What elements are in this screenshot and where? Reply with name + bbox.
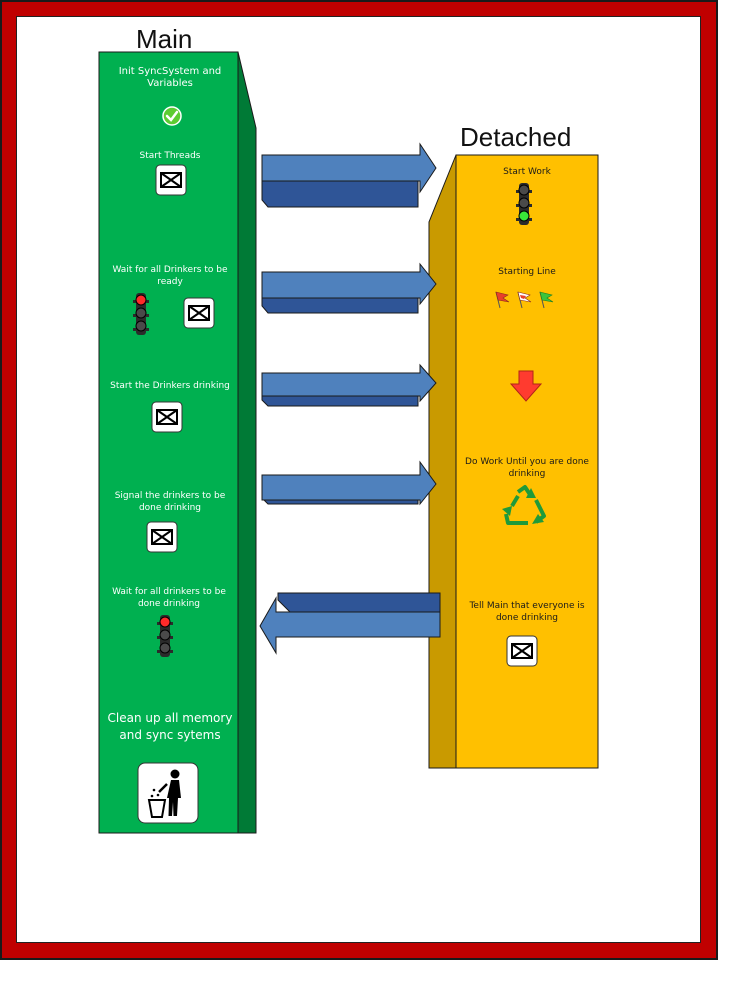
detached-title: Detached xyxy=(460,122,572,152)
arrow-wait-ready xyxy=(261,262,437,314)
step-label-start-threads: Start Threads xyxy=(139,151,201,161)
envelope-icon xyxy=(146,521,178,553)
envelope-icon xyxy=(506,635,538,667)
traffic-light-red-icon xyxy=(133,293,149,335)
down-arrow-icon xyxy=(510,370,542,402)
step-label-wait-ready: Wait for all Drinkers to be ready xyxy=(112,265,228,287)
flags-icon xyxy=(495,291,554,309)
recycle-icon xyxy=(502,485,546,525)
step-label-starting-line: Starting Line xyxy=(498,267,556,277)
step-label-tell-main: Tell Main that everyone is done drinking xyxy=(469,601,585,623)
step-label-signal-done: Signal the drinkers to be done drinking xyxy=(114,491,226,513)
envelope-icon xyxy=(183,297,215,329)
envelope-icon xyxy=(151,401,183,433)
check-icon xyxy=(162,106,182,126)
main-column-side xyxy=(237,51,257,834)
traffic-light-green-icon xyxy=(516,183,532,225)
envelope-icon xyxy=(155,164,187,196)
trash-icon xyxy=(137,762,199,824)
arrow-start-threads xyxy=(261,142,437,208)
step-label-wait-done: Wait for all drinkers to be done drinkin… xyxy=(112,587,226,609)
step-label-cleanup: Clean up all memory and sync sytems xyxy=(107,711,233,742)
detached-column-side xyxy=(428,154,457,769)
step-label-start-work: Start Work xyxy=(503,167,551,177)
traffic-light-red-icon xyxy=(157,615,173,657)
main-title: Main xyxy=(136,24,193,54)
arrow-tell-main xyxy=(259,592,441,655)
arrow-start-drinking xyxy=(261,363,437,407)
step-label-init: Init SyncSystem and Variables xyxy=(118,66,222,89)
arrow-signal-done xyxy=(261,460,437,506)
step-label-start-drinking: Start the Drinkers drinking xyxy=(110,381,230,391)
step-label-do-work: Do Work Until you are done drinking xyxy=(465,457,589,479)
